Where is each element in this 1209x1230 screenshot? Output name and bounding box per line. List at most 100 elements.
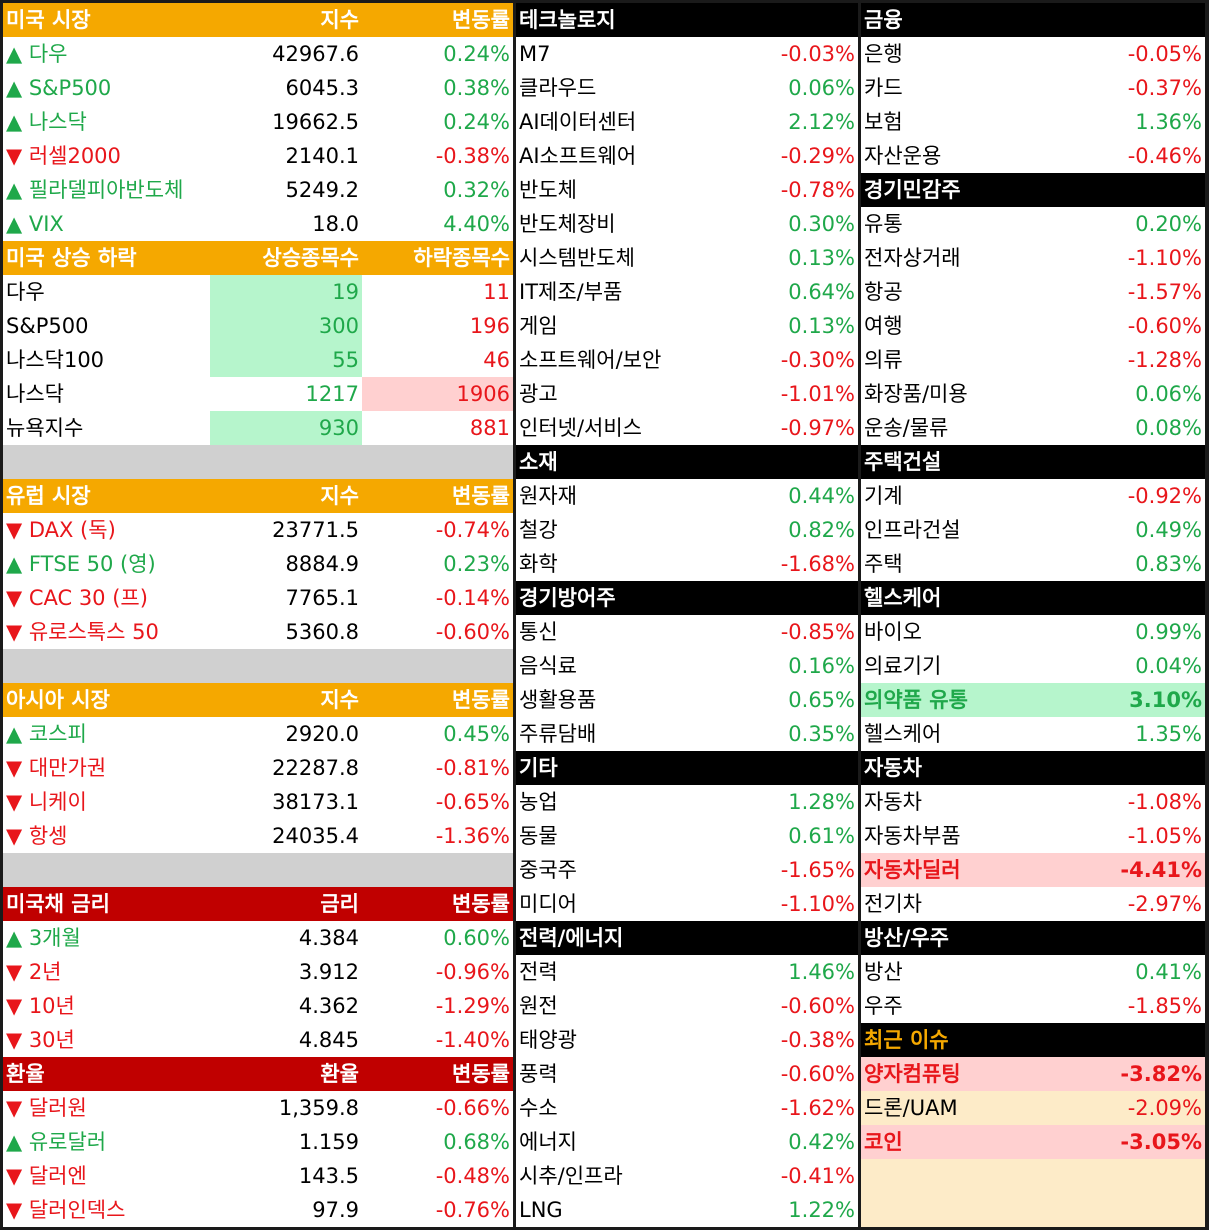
row-change: 4.40% [443, 212, 510, 236]
row-name: ▼ 대만가권 [6, 756, 107, 780]
row-change: -1.85% [1127, 994, 1202, 1018]
row-name: ▲ 나스닥 [6, 110, 87, 134]
row-change: 0.20% [1135, 212, 1202, 236]
row-name: 반도체 [519, 178, 577, 202]
row-change: -1.65% [780, 858, 855, 882]
row-background [516, 615, 858, 649]
row-background [861, 377, 1205, 411]
row-name: 주택 [864, 552, 903, 576]
row-name: ▼ CAC 30 (프) [6, 586, 148, 610]
header-cell: 유럽 시장 [6, 484, 91, 508]
row-change: -0.48% [435, 1164, 510, 1188]
row-name: 철강 [519, 518, 558, 542]
row-background [516, 683, 858, 717]
row-name: 생활용품 [519, 688, 597, 712]
row-background [861, 105, 1205, 139]
row-change: -0.92% [1127, 484, 1202, 508]
row-background [516, 37, 858, 71]
header-cell: 지수 [320, 484, 359, 508]
row-background [3, 955, 513, 989]
row-background [861, 1091, 1205, 1125]
row-value: 23771.5 [272, 518, 359, 542]
row-change: -1.62% [780, 1096, 855, 1120]
row-background [861, 309, 1205, 343]
row-background [516, 1193, 858, 1227]
row-name: AI데이터센터 [519, 110, 637, 134]
row-background [516, 989, 858, 1023]
row-name: 주류담배 [519, 722, 597, 746]
row-value: 42967.6 [272, 42, 359, 66]
row-name: 원전 [519, 994, 558, 1018]
row-name: 바이오 [864, 620, 922, 644]
row-name: 자동차부품 [864, 824, 961, 848]
row-name: 카드 [864, 76, 903, 100]
row-name: 미디어 [519, 892, 577, 916]
row-change: -0.96% [435, 960, 510, 984]
row-background [861, 649, 1205, 683]
row-change: -0.30% [780, 348, 855, 372]
row-change: -3.82% [1120, 1062, 1202, 1086]
row-name: 인프라건설 [864, 518, 961, 542]
row-background [3, 105, 513, 139]
row-change: -1.57% [1127, 280, 1202, 304]
row-value: 4.845 [298, 1028, 359, 1052]
row-background [516, 887, 858, 921]
row-name: AI소프트웨어 [519, 144, 637, 168]
decliners: 46 [483, 348, 510, 372]
row-background [3, 173, 513, 207]
header-cell: 변동률 [452, 8, 510, 32]
row-change: 0.24% [443, 42, 510, 66]
row-highlight [861, 853, 1205, 887]
row-value: 5249.2 [285, 178, 359, 202]
row-value: 18.0 [312, 212, 359, 236]
row-change: -0.29% [780, 144, 855, 168]
row-name: ▼ 10년 [6, 994, 75, 1018]
row-background [516, 241, 858, 275]
header-cell: 자동차 [864, 756, 922, 780]
row-name: M7 [519, 42, 551, 66]
row-name: ▼ 유로스톡스 50 [6, 620, 159, 644]
advancers: 1217 [305, 382, 359, 406]
row-background [516, 717, 858, 751]
header-cell: 미국 시장 [6, 8, 91, 32]
row-change: 0.06% [788, 76, 855, 100]
decliners: 1906 [456, 382, 510, 406]
row-background [516, 173, 858, 207]
row-background [516, 853, 858, 887]
row-change: -0.46% [1127, 144, 1202, 168]
section-header [861, 751, 1205, 785]
header-cell: 하락종목수 [413, 246, 510, 270]
row-name: ▼ 달러엔 [6, 1164, 87, 1188]
header-cell: 헬스케어 [864, 586, 942, 610]
row-change: -0.74% [435, 518, 510, 542]
row-change: 0.99% [1135, 620, 1202, 644]
row-change: 1.36% [1135, 110, 1202, 134]
row-name: 의료기기 [864, 654, 942, 678]
row-name: 인터넷/서비스 [519, 416, 642, 440]
row-name: 화장품/미용 [864, 382, 968, 406]
header-cell: 환율 [6, 1062, 45, 1086]
row-change: -0.65% [435, 790, 510, 814]
row-change: 0.06% [1135, 382, 1202, 406]
row-name: 소프트웨어/보안 [519, 348, 662, 372]
row-value: 2920.0 [285, 722, 359, 746]
row-background [3, 751, 513, 785]
header-cell: 방산/우주 [864, 926, 949, 950]
header-cell: 미국채 금리 [6, 892, 110, 916]
row-change: 0.35% [788, 722, 855, 746]
row-change: -2.97% [1127, 892, 1202, 916]
row-value: 143.5 [298, 1164, 359, 1188]
row-name: ▲ VIX [6, 212, 64, 236]
row-name: 나스닥100 [6, 348, 105, 372]
row-name: 헬스케어 [864, 722, 942, 746]
row-background [3, 615, 513, 649]
row-name: ▼ 러셀2000 [6, 144, 121, 168]
row-name: IT제조/부품 [519, 280, 623, 304]
row-name: 기계 [864, 484, 903, 508]
section-header [516, 921, 858, 955]
row-background [3, 513, 513, 547]
row-change: -1.28% [1127, 348, 1202, 372]
row-change: 1.28% [788, 790, 855, 814]
row-change: 0.44% [788, 484, 855, 508]
row-background [861, 207, 1205, 241]
